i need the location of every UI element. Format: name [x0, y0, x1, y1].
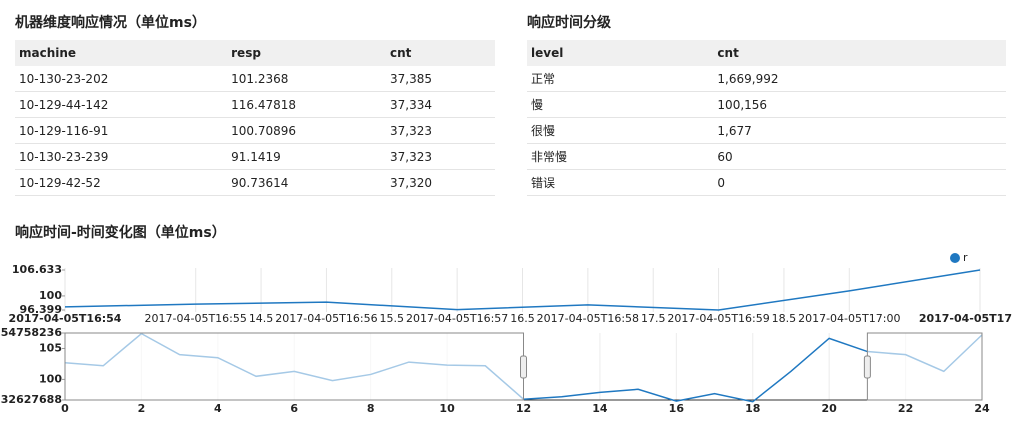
table-cell: 1,669,992 [713, 66, 1006, 92]
legend-marker [950, 253, 960, 263]
table-cell: 101.2368 [227, 66, 387, 92]
brush-outside [64, 332, 524, 401]
table-row: 非常慢 60 [527, 143, 1006, 170]
x-tick-label: 4 [214, 402, 222, 415]
x-tick-label: 6 [290, 402, 298, 415]
y-tick-label: 132627688 [0, 393, 62, 406]
x-tick-label: 2017-04-05T16:54 [9, 312, 122, 325]
table-cell: 37,385 [386, 66, 495, 92]
y-tick-label: 105 [39, 341, 62, 354]
x-tick-label: 2017-04-05T17:00 [798, 312, 900, 325]
y-tick-label: 100 [39, 289, 62, 302]
x-tick-label: 15.5 [380, 312, 405, 325]
line [64, 269, 981, 311]
table-row: 正常 1,669,992 [527, 66, 1006, 92]
table-cell: 100,156 [713, 91, 1006, 118]
column-header: cnt [713, 40, 1006, 66]
x-tick-label: 2017-04-05T16:59 [667, 312, 769, 325]
x-tick-label: 2017-04-05T16:55 [145, 312, 247, 325]
table-cell: 10-130-23-202 [15, 66, 228, 92]
x-tick-label: 18.5 [772, 312, 797, 325]
chart-title: 响应时间-时间变化图（单位ms） [15, 225, 226, 241]
brush-handle[interactable] [520, 355, 527, 379]
x-tick-label: 2017-04-05T16:57 [406, 312, 508, 325]
x-tick-label: 14 [592, 402, 608, 415]
table-cell: 116.47818 [227, 91, 387, 118]
table-wrap: machine resp cnt 10-130-23-202 101.2368 37,38… [15, 40, 495, 202]
table-cell: 1,677 [713, 117, 1006, 144]
table-cell: 10-130-23-239 [15, 143, 228, 170]
table-row: 错误 0 [527, 169, 1006, 196]
table-row: 很慢 1,677 [527, 117, 1006, 144]
table-cell: 0 [713, 169, 1006, 196]
column-header: cnt [386, 40, 495, 66]
x-tick-label: 16 [669, 402, 685, 415]
header-row: machine resp cnt [15, 40, 495, 66]
x-tick-label: 17.5 [641, 312, 666, 325]
x-tick-label: 8 [367, 402, 375, 415]
brush-outside [866, 332, 983, 401]
table-row: 10-129-116-91 100.70896 37,323 [15, 117, 495, 144]
brush-handle[interactable] [863, 355, 871, 379]
table-row: 10-129-42-52 90.73614 37,320 [15, 169, 495, 196]
table-cell: 非常慢 [527, 143, 714, 170]
column-header: level [527, 40, 714, 66]
table-cell: 正常 [527, 66, 714, 92]
y-tick-label: 106.633 [12, 263, 62, 276]
y-tick-label: 100 [39, 372, 62, 385]
table-title: 响应时间分级 [527, 15, 611, 31]
y-tick-label: 154758236 [0, 326, 62, 339]
table-cell: 37,320 [386, 169, 495, 196]
x-tick-label: 2017-04-05T17 [919, 312, 1012, 325]
table-cell: 37,323 [386, 117, 495, 144]
table-cell: 91.1419 [227, 143, 387, 170]
x-tick-label: 2017-04-05T16:56 [275, 312, 377, 325]
table-cell: 10-129-44-142 [15, 91, 228, 118]
table-cell: 10-129-42-52 [15, 169, 228, 196]
x-tick-label: 24 [974, 402, 990, 415]
table-cell: 37,323 [386, 143, 495, 170]
y-tick-label: 96.399 [20, 303, 62, 316]
level-table: level cnt 正常 1,669,992 慢 100,156 很慢 1,677 非常慢 60 错… [527, 40, 1006, 196]
table-cell: 100.70896 [227, 117, 387, 144]
x-tick-label: 14.5 [249, 312, 274, 325]
table-cell: 慢 [527, 91, 714, 118]
x-tick-label: 20 [822, 402, 838, 415]
table-row: 慢 100,156 [527, 91, 1006, 118]
table-title: 机器维度响应情况（单位ms） [15, 15, 206, 31]
table-cell: 错误 [527, 169, 714, 196]
table-row: 10-130-23-239 91.1419 37,323 [15, 143, 495, 170]
x-tick-label: 10 [439, 402, 455, 415]
machine-table: machine resp cnt 10-130-23-202 101.2368 37,38… [15, 40, 495, 196]
x-tick-label: 22 [898, 402, 913, 415]
legend-label: r [963, 251, 968, 264]
column-header: machine [15, 40, 228, 66]
x-tick-label: 0 [61, 402, 69, 415]
table-cell: 很慢 [527, 117, 714, 144]
x-tick-label: 18 [745, 402, 760, 415]
x-tick-label: 12 [516, 402, 531, 415]
x-tick-label: 2 [138, 402, 146, 415]
x-tick-label: 2017-04-05T16:58 [537, 312, 639, 325]
x-tick-label: 16.5 [510, 312, 535, 325]
table-wrap: level cnt 正常 1,669,992 慢 100,156 很慢 1,677 非常慢 60 错… [527, 40, 1006, 200]
table-row: 10-129-44-142 116.47818 37,334 [15, 91, 495, 118]
header-row: level cnt [527, 40, 1006, 66]
table-row: 10-130-23-202 101.2368 37,385 [15, 66, 495, 92]
table-cell: 37,334 [386, 91, 495, 118]
table-cell: 90.73614 [227, 169, 387, 196]
table-cell: 10-129-116-91 [15, 117, 228, 144]
table-cell: 60 [713, 143, 1006, 170]
column-header: resp [227, 40, 387, 66]
